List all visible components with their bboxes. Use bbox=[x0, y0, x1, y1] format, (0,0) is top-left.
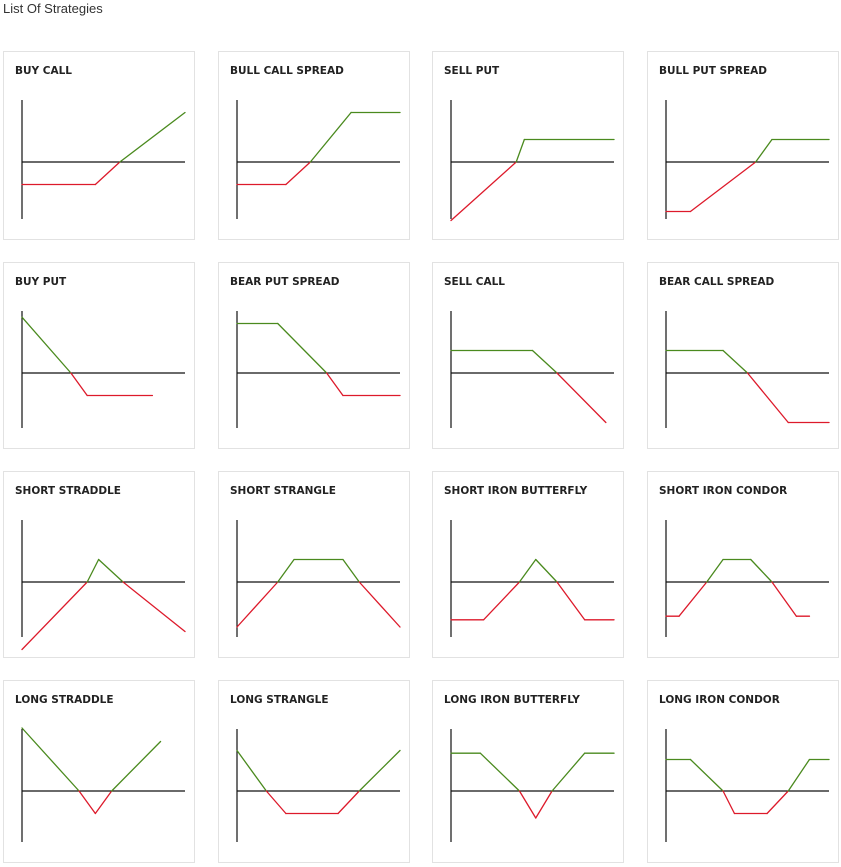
profit-segment bbox=[277, 558, 295, 583]
loss-segment bbox=[236, 581, 279, 628]
strategy-card-bear-call-spread[interactable]: BEAR CALL SPREAD bbox=[647, 262, 839, 449]
strategy-label: BULL CALL SPREAD bbox=[230, 65, 344, 77]
strategy-label: SELL CALL bbox=[444, 276, 505, 288]
loss-segment bbox=[556, 581, 586, 621]
strategy-card-long-iron-condor[interactable]: LONG IRON CONDOR bbox=[647, 680, 839, 863]
loss-segment bbox=[94, 790, 113, 815]
profit-segment bbox=[535, 558, 558, 583]
payoff-diagram bbox=[665, 311, 830, 428]
profit-segment bbox=[111, 740, 162, 792]
loss-segment bbox=[722, 790, 736, 815]
profit-segment bbox=[277, 322, 328, 374]
strategy-label: BUY PUT bbox=[15, 276, 67, 288]
profit-segment bbox=[358, 749, 401, 792]
strategy-label: LONG IRON CONDOR bbox=[659, 694, 780, 706]
strategy-card-sell-put[interactable]: SELL PUT bbox=[432, 51, 624, 240]
loss-segment bbox=[94, 161, 121, 186]
loss-segment bbox=[678, 581, 708, 617]
profit-segment bbox=[21, 727, 80, 792]
profit-segment bbox=[689, 758, 724, 792]
profit-segment bbox=[236, 749, 267, 792]
loss-segment bbox=[766, 790, 789, 815]
strategy-card-buy-put[interactable]: BUY PUT bbox=[3, 262, 195, 449]
strategy-card-bull-call-spread[interactable]: BULL CALL SPREAD bbox=[218, 51, 410, 240]
strategy-label: SHORT STRADDLE bbox=[15, 485, 121, 497]
profit-segment bbox=[86, 558, 100, 583]
strategy-label: LONG STRANGLE bbox=[230, 694, 329, 706]
strategy-label: BUY CALL bbox=[15, 65, 73, 77]
strategy-card-bull-put-spread[interactable]: BULL PUT SPREAD bbox=[647, 51, 839, 240]
payoff-diagram bbox=[236, 520, 401, 637]
loss-segment bbox=[450, 161, 517, 222]
payoff-diagram bbox=[236, 729, 401, 842]
strategy-card-short-iron-condor[interactable]: SHORT IRON CONDOR bbox=[647, 471, 839, 658]
strategy-label: BEAR PUT SPREAD bbox=[230, 276, 340, 288]
profit-segment bbox=[755, 138, 773, 163]
payoff-diagram bbox=[450, 729, 615, 842]
strategy-label: SHORT IRON CONDOR bbox=[659, 485, 788, 497]
profit-segment bbox=[21, 316, 72, 374]
payoff-diagram bbox=[21, 727, 185, 842]
loss-segment bbox=[285, 161, 311, 186]
payoff-diagram bbox=[665, 729, 830, 842]
strategy-label: SHORT STRANGLE bbox=[230, 485, 336, 497]
loss-segment bbox=[265, 790, 287, 815]
payoff-diagram bbox=[21, 520, 186, 651]
profit-segment bbox=[750, 558, 773, 583]
profit-segment bbox=[706, 558, 724, 583]
profit-segment bbox=[515, 138, 525, 163]
strategy-label: BEAR CALL SPREAD bbox=[659, 276, 775, 288]
loss-segment bbox=[21, 581, 88, 651]
profit-segment bbox=[531, 349, 558, 374]
profit-segment bbox=[551, 752, 586, 792]
profit-segment bbox=[479, 752, 521, 792]
strategy-card-short-strangle[interactable]: SHORT STRANGLE bbox=[218, 471, 410, 658]
loss-segment bbox=[122, 581, 186, 633]
strategy-label: SHORT IRON BUTTERFLY bbox=[444, 485, 588, 497]
profit-segment bbox=[309, 111, 352, 163]
strategy-card-bear-put-spread[interactable]: BEAR PUT SPREAD bbox=[218, 262, 410, 449]
loss-segment bbox=[535, 790, 553, 819]
profit-segment bbox=[342, 558, 360, 583]
strategy-card-long-strangle[interactable]: LONG STRANGLE bbox=[218, 680, 410, 863]
profit-segment bbox=[119, 111, 186, 163]
strategy-card-buy-call[interactable]: BUY CALL bbox=[3, 51, 195, 240]
loss-segment bbox=[326, 372, 344, 397]
loss-segment bbox=[556, 372, 607, 424]
page-title: List Of Strategies bbox=[3, 1, 103, 16]
loss-segment bbox=[746, 372, 789, 424]
loss-segment bbox=[482, 581, 521, 621]
loss-segment bbox=[771, 581, 798, 617]
strategy-label: LONG STRADDLE bbox=[15, 694, 114, 706]
payoff-diagram bbox=[450, 100, 615, 222]
loss-segment bbox=[78, 790, 96, 815]
payoff-diagram bbox=[21, 100, 186, 219]
payoff-diagram bbox=[21, 311, 185, 428]
payoff-diagram bbox=[236, 311, 401, 428]
strategy-card-long-iron-butterfly[interactable]: LONG IRON BUTTERFLY bbox=[432, 680, 624, 863]
strategy-label: LONG IRON BUTTERFLY bbox=[444, 694, 580, 706]
strategy-card-short-iron-butterfly[interactable]: SHORT IRON BUTTERFLY bbox=[432, 471, 624, 658]
loss-segment bbox=[689, 161, 757, 213]
profit-segment bbox=[97, 558, 124, 583]
strategy-card-sell-call[interactable]: SELL CALL bbox=[432, 262, 624, 449]
loss-segment bbox=[70, 372, 88, 397]
profit-segment bbox=[787, 758, 811, 792]
strategy-label: SELL PUT bbox=[444, 65, 500, 77]
profit-segment bbox=[722, 349, 749, 374]
loss-segment bbox=[358, 581, 401, 628]
payoff-diagram bbox=[665, 520, 829, 637]
profit-segment bbox=[518, 558, 537, 583]
payoff-diagram bbox=[665, 100, 830, 219]
strategy-card-short-straddle[interactable]: SHORT STRADDLE bbox=[3, 471, 195, 658]
strategy-label: BULL PUT SPREAD bbox=[659, 65, 767, 77]
payoff-diagram bbox=[236, 100, 401, 219]
payoff-diagram bbox=[450, 311, 614, 428]
payoff-diagram bbox=[450, 520, 615, 637]
strategy-card-long-straddle[interactable]: LONG STRADDLE bbox=[3, 680, 195, 863]
loss-segment bbox=[337, 790, 360, 815]
loss-segment bbox=[518, 790, 537, 819]
